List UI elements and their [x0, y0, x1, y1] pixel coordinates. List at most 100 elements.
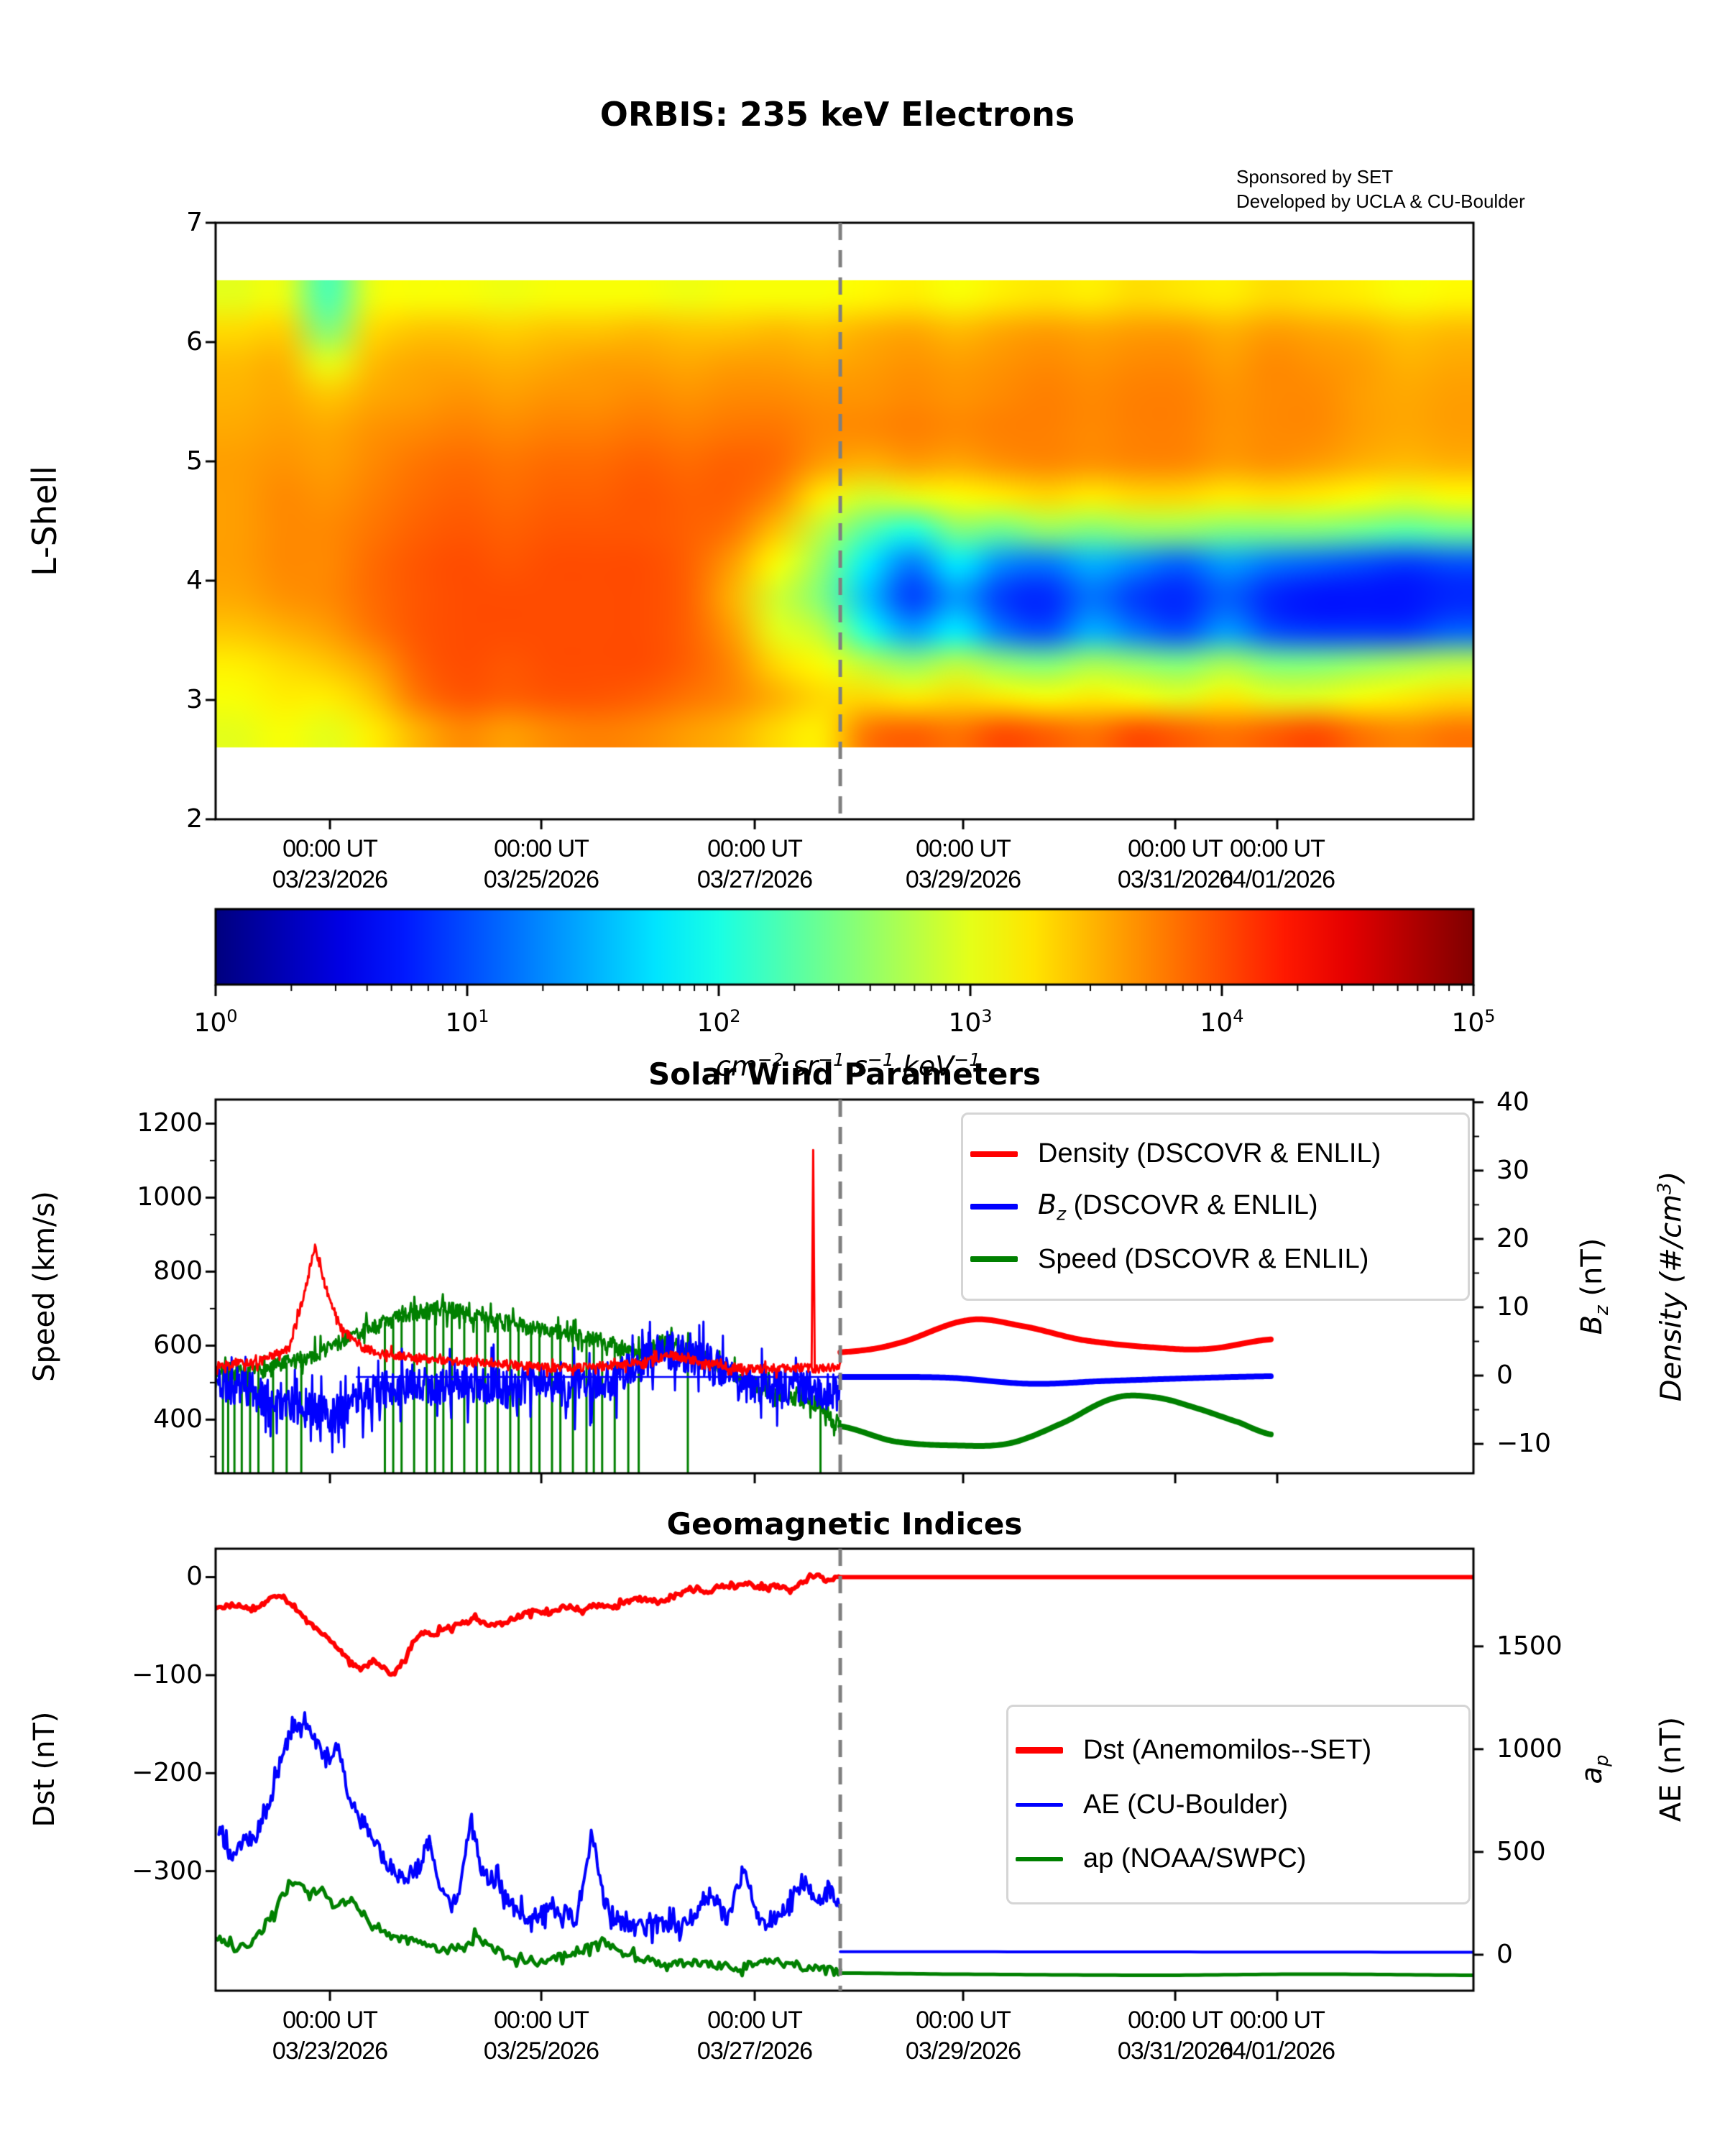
legend-label: Speed (DSCOVR & ENLIL) [1038, 1243, 1369, 1274]
speed-tick-1000: 1000 [137, 1182, 203, 1212]
xtick-time: 00:00 UT [494, 2007, 589, 2034]
ap-pre: a [1576, 1766, 1609, 1784]
xtick-date: 04/01/2026 [1219, 2037, 1335, 2065]
cbar-exp: 5 [1484, 1006, 1496, 1026]
u1: −2 [757, 1049, 784, 1070]
xtick-date: 03/29/2026 [905, 2037, 1021, 2065]
lshell-tick-6: 6 [186, 327, 203, 356]
xtick-date: 03/25/2026 [483, 2037, 599, 2065]
ae-tick-1500: 1500 [1496, 1631, 1563, 1661]
speed-axis-label: Speed (km/s) [28, 1191, 61, 1382]
bot-xtick-2: 00:00 UT 03/27/2026 [696, 2005, 813, 2066]
density-axis-label: Density (#/cm3) [1654, 1171, 1688, 1402]
xtick-date: 03/27/2026 [696, 2037, 813, 2065]
solar-wind-legend: Density (DSCOVR & ENLIL) Bz (DSCOVR & EN… [961, 1112, 1470, 1301]
u3: −1 [818, 1049, 845, 1070]
xtick-date: 03/31/2026 [1117, 865, 1233, 893]
dst-tick-neg300: −300 [132, 1856, 203, 1886]
page-title: ORBIS: 235 keV Electrons [599, 95, 1075, 134]
dst-tick-neg200: −200 [132, 1758, 203, 1787]
bz-post: (nT) [1576, 1238, 1609, 1306]
dst-tick-0: 0 [186, 1562, 203, 1591]
ae-tick-1000: 1000 [1496, 1734, 1563, 1764]
legend-label: AE (CU-Boulder) [1083, 1789, 1289, 1820]
dst-axis-label: Dst (nT) [28, 1711, 61, 1828]
speed-tick-400: 400 [153, 1404, 203, 1434]
xtick-time: 00:00 UT [282, 835, 378, 862]
lg-bz-pre: B [1038, 1189, 1057, 1221]
legend-item-ap: ap (NOAA/SWPC) [1016, 1843, 1461, 1874]
legend-item-speed: Speed (DSCOVR & ENLIL) [970, 1244, 1460, 1275]
legend-label: Density (DSCOVR & ENLIL) [1038, 1138, 1381, 1169]
cbar-tick-0: 100 [193, 1006, 237, 1038]
u6: keV [893, 1050, 954, 1082]
cbar-base: 10 [445, 1008, 479, 1038]
cbar-exp: 3 [981, 1006, 993, 1026]
cbar-base: 10 [1200, 1008, 1233, 1038]
xtick-time: 00:00 UT [707, 835, 803, 862]
xtick-time: 00:00 UT [1128, 835, 1223, 862]
lg-bz-sub: z [1057, 1203, 1067, 1225]
cbar-exp: 0 [226, 1006, 238, 1026]
bz-tick-20: 20 [1496, 1224, 1530, 1253]
credits: Sponsored by SET Developed by UCLA & CU-… [1236, 165, 1525, 214]
xtick-date: 04/01/2026 [1219, 865, 1335, 893]
bot-xtick-0: 00:00 UT 03/23/2026 [272, 2005, 388, 2066]
top-xtick-2: 00:00 UT 03/27/2026 [696, 834, 813, 895]
bz-tick-neg10: −10 [1496, 1429, 1551, 1458]
colorbar-units-label: cm−2 sr−1 s−1 keV−1 [716, 1049, 980, 1082]
cbar-exp: 4 [1233, 1006, 1244, 1026]
cbar-tick-4: 104 [1200, 1006, 1243, 1038]
bz-line-swatch [970, 1203, 1018, 1210]
lshell-tick-3: 3 [186, 685, 203, 714]
dst-line-swatch [1016, 1746, 1063, 1754]
ap-line-swatch [1016, 1856, 1063, 1861]
xtick-date: 03/27/2026 [696, 865, 813, 893]
flux-colorbar-canvas [200, 893, 1489, 1000]
dst-tick-neg100: −100 [132, 1660, 203, 1690]
xtick-time: 00:00 UT [282, 2007, 378, 2034]
ae-line-swatch [1016, 1802, 1063, 1807]
cbar-tick-3: 103 [948, 1006, 992, 1038]
bot-xtick-5: 00:00 UT 04/01/2026 [1220, 2005, 1335, 2066]
legend-item-ae: AE (CU-Boulder) [1016, 1789, 1461, 1820]
top-xtick-4: 00:00 UT 03/31/2026 [1118, 834, 1233, 895]
credit-sponsor: Sponsored by SET [1236, 166, 1394, 188]
legend-label: ap (NOAA/SWPC) [1083, 1843, 1307, 1874]
cbar-tick-5: 105 [1451, 1006, 1495, 1038]
xtick-time: 00:00 UT [916, 2007, 1011, 2034]
ae-tick-500: 500 [1496, 1837, 1546, 1866]
u2: sr [783, 1050, 819, 1082]
top-xtick-1: 00:00 UT 03/25/2026 [484, 834, 599, 895]
bz-axis-label: Bz (nT) [1576, 1238, 1613, 1335]
speed-tick-800: 800 [153, 1256, 203, 1286]
speed-tick-1200: 1200 [137, 1108, 203, 1138]
cbar-exp: 2 [730, 1006, 741, 1026]
bz-tick-30: 30 [1496, 1156, 1530, 1185]
xtick-time: 00:00 UT [1230, 2007, 1325, 2034]
credit-developer: Developed by UCLA & CU-Boulder [1236, 190, 1525, 212]
den-pre: Density (#/cm [1655, 1194, 1688, 1402]
xtick-date: 03/23/2026 [272, 2037, 388, 2065]
cbar-base: 10 [948, 1008, 982, 1038]
xtick-time: 00:00 UT [916, 835, 1011, 862]
lshell-tick-7: 7 [186, 208, 203, 237]
bz-tick-40: 40 [1496, 1087, 1530, 1117]
legend-item-density: Density (DSCOVR & ENLIL) [970, 1138, 1460, 1169]
bot-xtick-4: 00:00 UT 03/31/2026 [1118, 2005, 1233, 2066]
u5: −1 [867, 1049, 894, 1070]
den-sup: 3 [1654, 1182, 1676, 1194]
xtick-date: 03/31/2026 [1117, 2037, 1233, 2065]
bot-xtick-3: 00:00 UT 03/29/2026 [906, 2005, 1021, 2066]
geomagnetic-legend: Dst (Anemomilos--SET) AE (CU-Boulder) ap… [1006, 1705, 1471, 1904]
ap-axis-label: ap [1576, 1754, 1613, 1784]
cbar-base: 10 [696, 1008, 730, 1038]
ae-tick-0: 0 [1496, 1940, 1513, 1969]
u4: s [845, 1050, 868, 1082]
bot-xtick-1: 00:00 UT 03/25/2026 [484, 2005, 599, 2066]
lg-bz-post: (DSCOVR & ENLIL) [1066, 1190, 1318, 1221]
xtick-time: 00:00 UT [1128, 2007, 1223, 2034]
u7: −1 [954, 1049, 981, 1070]
cbar-tick-2: 102 [696, 1006, 740, 1038]
lshell-axis-label: L-Shell [25, 466, 64, 576]
